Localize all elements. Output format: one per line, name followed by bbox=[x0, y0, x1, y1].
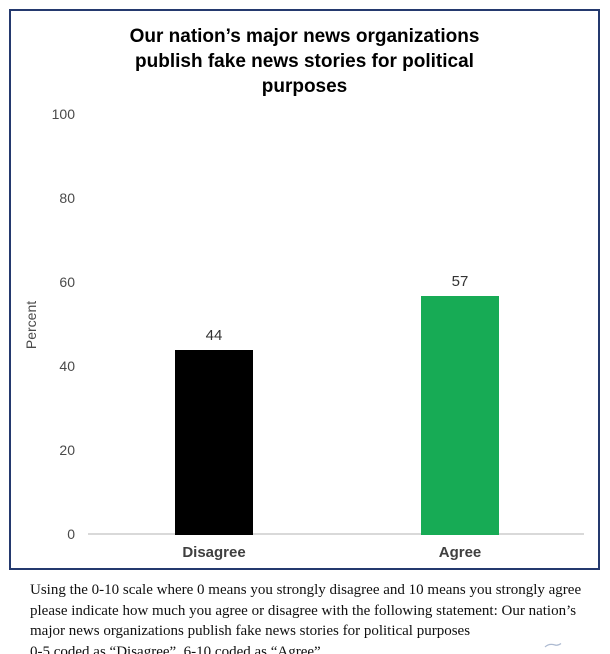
stray-mark bbox=[544, 643, 562, 648]
y-tick-label: 60 bbox=[59, 274, 75, 290]
bar-disagree bbox=[175, 350, 253, 535]
footnote-line: major news organizations publish fake ne… bbox=[30, 623, 471, 639]
bar-agree bbox=[421, 296, 499, 535]
chart-title-line: publish fake news stories for political bbox=[135, 51, 474, 72]
y-tick-label: 80 bbox=[59, 190, 75, 206]
bar-value-label: 57 bbox=[451, 273, 469, 290]
bar-value-label: 44 bbox=[205, 327, 223, 344]
y-tick-label: 20 bbox=[59, 442, 75, 458]
y-tick-label: 100 bbox=[51, 106, 75, 122]
chart-title: Our nation’s major news organizations pub… bbox=[11, 24, 598, 99]
x-category-label: Disagree bbox=[182, 544, 246, 561]
footnote-line: please indicate how much you agree or di… bbox=[30, 602, 577, 619]
y-tick-label: 40 bbox=[59, 358, 75, 374]
chart-title-line: Our nation’s major news organizations bbox=[129, 26, 480, 47]
footnote: Using the 0-10 scale where 0 means you s… bbox=[30, 580, 581, 654]
chart-title-line: purposes bbox=[261, 76, 348, 97]
x-axis-line bbox=[88, 533, 584, 535]
y-axis-title: Percent bbox=[23, 300, 39, 350]
y-tick-label: 0 bbox=[67, 526, 75, 542]
footnote-line: Using the 0-10 scale where 0 means you s… bbox=[30, 582, 582, 598]
x-category-label: Agree bbox=[438, 544, 482, 561]
chart-panel: Our nation’s major news organizations pub… bbox=[9, 9, 600, 570]
footnote-line: 0-5 coded as “Disagree”, 6-10 coded as “… bbox=[30, 643, 321, 654]
